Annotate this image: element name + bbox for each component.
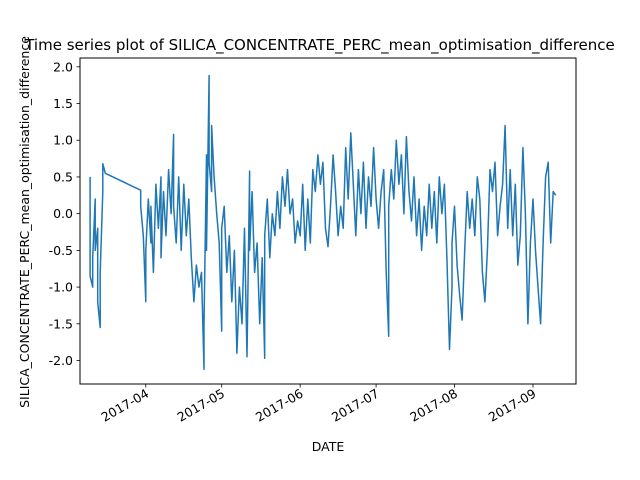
y-tick-label: 0.0 <box>53 206 73 221</box>
x-tick-label: 2017-09 <box>486 386 539 425</box>
x-tick-label: 2017-07 <box>329 386 382 425</box>
series-line-0 <box>89 74 557 371</box>
y-tick-label: -2.0 <box>49 353 73 368</box>
chart-title: Time series plot of SILICA_CONCENTRATE_P… <box>24 36 615 55</box>
plot-area <box>89 74 557 371</box>
x-tick-label: 2017-04 <box>99 386 152 425</box>
y-axis-label: SILICA_CONCENTRATE_PERC_mean_optimisatio… <box>17 36 32 408</box>
y-tick-label: -0.5 <box>49 243 73 258</box>
y-tick-label: -1.0 <box>49 280 73 295</box>
y-tick-label: 2.0 <box>53 59 73 74</box>
y-axis: -2.0 -1.5 -1.0 -0.5 0.0 0.5 1.0 1.5 2.0 <box>49 59 80 368</box>
x-tick-label: 2017-05 <box>174 386 227 425</box>
x-axis: 2017-04 2017-05 2017-06 2017-07 2017-08 2017-… <box>99 384 539 425</box>
plot-frame <box>79 57 577 385</box>
x-axis-label: DATE <box>312 439 345 454</box>
y-tick-label: -1.5 <box>49 316 73 331</box>
y-tick-label: 1.0 <box>53 133 73 148</box>
y-tick-label: 0.5 <box>53 169 73 184</box>
x-tick-label: 2017-06 <box>253 386 306 425</box>
x-tick-label: 2017-08 <box>407 386 460 425</box>
y-tick-label: 1.5 <box>53 96 73 111</box>
